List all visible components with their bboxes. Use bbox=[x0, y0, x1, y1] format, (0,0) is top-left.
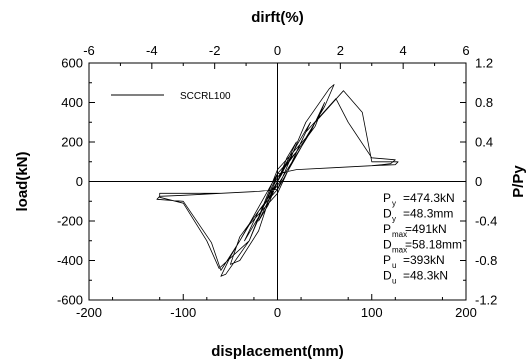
top-x-tick-label: -6 bbox=[83, 43, 95, 58]
legend: SCCRL100 bbox=[111, 91, 231, 102]
right-y-axis-title: P/Py bbox=[510, 165, 527, 198]
param-value: =491kN bbox=[405, 222, 447, 236]
axis-ticks bbox=[88, 62, 467, 301]
param-symbol: P bbox=[383, 222, 391, 236]
right-y-tick-label: -0.8 bbox=[475, 253, 497, 268]
y-tick-label: 600 bbox=[61, 56, 83, 71]
top-x-axis-title: dirft(%) bbox=[251, 9, 304, 26]
y-tick-label: -400 bbox=[57, 253, 83, 268]
top-x-tick-label: 2 bbox=[337, 43, 344, 58]
param-subscript: u bbox=[392, 277, 396, 286]
param-symbol: D bbox=[383, 207, 392, 221]
x-tick-label: 200 bbox=[455, 305, 477, 320]
top-x-tick-label: -4 bbox=[146, 43, 158, 58]
right-y-tick-label: -0.4 bbox=[475, 214, 497, 229]
param-value: =58.18mm bbox=[405, 238, 462, 252]
param-value: =48.3kN bbox=[403, 269, 448, 283]
top-x-tick-label: 0 bbox=[274, 43, 281, 58]
param-value: =474.3kN bbox=[403, 191, 455, 205]
y-tick-label: 0 bbox=[76, 174, 83, 189]
top-x-tick-label: 6 bbox=[462, 43, 469, 58]
x-tick-label: -100 bbox=[170, 305, 196, 320]
right-y-tick-label: 1.2 bbox=[475, 56, 493, 71]
y-axis-title: load(kN) bbox=[14, 151, 31, 211]
right-y-tick-label: 0.4 bbox=[475, 135, 493, 150]
right-y-tick-label: -1.2 bbox=[475, 293, 497, 308]
param-symbol: P bbox=[383, 253, 391, 267]
right-y-tick-label: 0 bbox=[475, 174, 482, 189]
top-x-tick-label: 4 bbox=[400, 43, 407, 58]
param-subscript: y bbox=[392, 199, 396, 208]
right-y-tick-label: 0.8 bbox=[475, 95, 493, 110]
param-subscript: max bbox=[392, 230, 407, 239]
x-tick-label: 100 bbox=[361, 305, 383, 320]
x-axis-title: displacement(mm) bbox=[211, 343, 344, 360]
series-line-sccrl100 bbox=[156, 84, 399, 277]
y-tick-label: 400 bbox=[61, 95, 83, 110]
y-tick-label: 200 bbox=[61, 135, 83, 150]
param-value: =393kN bbox=[403, 253, 445, 267]
param-symbol: D bbox=[383, 238, 392, 252]
x-tick-label: 0 bbox=[274, 305, 281, 320]
param-symbol: D bbox=[383, 269, 392, 283]
x-tick-label: -200 bbox=[76, 305, 102, 320]
param-subscript: y bbox=[392, 215, 396, 224]
legend-label: SCCRL100 bbox=[180, 91, 231, 102]
y-tick-label: -200 bbox=[57, 214, 83, 229]
param-subscript: u bbox=[392, 261, 396, 270]
tick-labels: -200 -100 0 100 200 -6 -4 -2 0 2 4 6 -600 -400 -200 0 20… bbox=[57, 43, 497, 320]
top-x-tick-label: -2 bbox=[209, 43, 221, 58]
param-value: =48.3mm bbox=[403, 207, 453, 221]
param-subscript: max bbox=[392, 246, 407, 255]
series-group bbox=[156, 84, 399, 277]
y-tick-label: -600 bbox=[57, 293, 83, 308]
param-symbol: P bbox=[383, 191, 391, 205]
